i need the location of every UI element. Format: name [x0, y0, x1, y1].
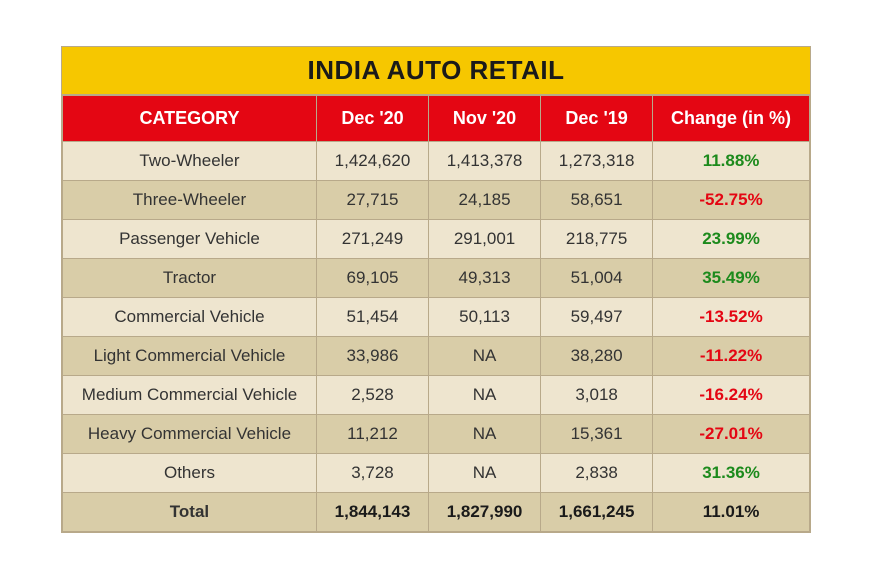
cell-dec20: 1,424,620 [316, 141, 428, 180]
cell-nov20: NA [429, 375, 541, 414]
table-row: Heavy Commercial Vehicle11,212NA15,361-2… [63, 414, 810, 453]
cell-dec19: 59,497 [541, 297, 653, 336]
cell-category: Medium Commercial Vehicle [63, 375, 317, 414]
cell-dec20: 271,249 [316, 219, 428, 258]
table-row: Light Commercial Vehicle33,986NA38,280-1… [63, 336, 810, 375]
table-row: Others3,728NA2,83831.36% [63, 453, 810, 492]
table-row: Two-Wheeler1,424,6201,413,3781,273,31811… [63, 141, 810, 180]
cell-category: Two-Wheeler [63, 141, 317, 180]
total-row: Total1,844,1431,827,9901,661,24511.01% [63, 492, 810, 531]
cell-dec19: 3,018 [541, 375, 653, 414]
col-category: CATEGORY [63, 95, 317, 141]
cell-change: -52.75% [653, 180, 810, 219]
cell-category: Tractor [63, 258, 317, 297]
cell-dec19: 58,651 [541, 180, 653, 219]
auto-retail-table: CATEGORY Dec '20 Nov '20 Dec '19 Change … [62, 95, 810, 532]
cell-change: -16.24% [653, 375, 810, 414]
total-change: 11.01% [653, 492, 810, 531]
cell-category: Heavy Commercial Vehicle [63, 414, 317, 453]
table-row: Medium Commercial Vehicle2,528NA3,018-16… [63, 375, 810, 414]
cell-category: Others [63, 453, 317, 492]
cell-dec19: 38,280 [541, 336, 653, 375]
cell-dec20: 2,528 [316, 375, 428, 414]
cell-dec19: 1,273,318 [541, 141, 653, 180]
cell-category: Commercial Vehicle [63, 297, 317, 336]
cell-dec20: 3,728 [316, 453, 428, 492]
cell-nov20: 1,413,378 [429, 141, 541, 180]
col-nov20: Nov '20 [429, 95, 541, 141]
cell-dec20: 51,454 [316, 297, 428, 336]
total-label: Total [63, 492, 317, 531]
cell-nov20: 49,313 [429, 258, 541, 297]
cell-change: -27.01% [653, 414, 810, 453]
cell-nov20: NA [429, 414, 541, 453]
cell-category: Three-Wheeler [63, 180, 317, 219]
col-dec20: Dec '20 [316, 95, 428, 141]
cell-dec20: 27,715 [316, 180, 428, 219]
total-dec19: 1,661,245 [541, 492, 653, 531]
cell-nov20: 291,001 [429, 219, 541, 258]
table-body: Two-Wheeler1,424,6201,413,3781,273,31811… [63, 141, 810, 531]
cell-nov20: NA [429, 336, 541, 375]
cell-dec19: 218,775 [541, 219, 653, 258]
cell-dec19: 2,838 [541, 453, 653, 492]
cell-dec20: 69,105 [316, 258, 428, 297]
cell-change: 31.36% [653, 453, 810, 492]
total-dec20: 1,844,143 [316, 492, 428, 531]
col-dec19: Dec '19 [541, 95, 653, 141]
cell-change: -13.52% [653, 297, 810, 336]
cell-nov20: NA [429, 453, 541, 492]
auto-retail-table-container: INDIA AUTO RETAIL CATEGORY Dec '20 Nov '… [61, 46, 811, 533]
table-row: Passenger Vehicle271,249291,001218,77523… [63, 219, 810, 258]
cell-nov20: 24,185 [429, 180, 541, 219]
table-title: INDIA AUTO RETAIL [62, 47, 810, 95]
cell-change: 35.49% [653, 258, 810, 297]
header-row: CATEGORY Dec '20 Nov '20 Dec '19 Change … [63, 95, 810, 141]
col-change: Change (in %) [653, 95, 810, 141]
cell-nov20: 50,113 [429, 297, 541, 336]
cell-dec19: 15,361 [541, 414, 653, 453]
table-row: Three-Wheeler27,71524,18558,651-52.75% [63, 180, 810, 219]
cell-change: 11.88% [653, 141, 810, 180]
cell-category: Passenger Vehicle [63, 219, 317, 258]
cell-dec19: 51,004 [541, 258, 653, 297]
cell-change: -11.22% [653, 336, 810, 375]
cell-change: 23.99% [653, 219, 810, 258]
cell-category: Light Commercial Vehicle [63, 336, 317, 375]
total-nov20: 1,827,990 [429, 492, 541, 531]
cell-dec20: 11,212 [316, 414, 428, 453]
table-row: Commercial Vehicle51,45450,11359,497-13.… [63, 297, 810, 336]
cell-dec20: 33,986 [316, 336, 428, 375]
table-row: Tractor69,10549,31351,00435.49% [63, 258, 810, 297]
